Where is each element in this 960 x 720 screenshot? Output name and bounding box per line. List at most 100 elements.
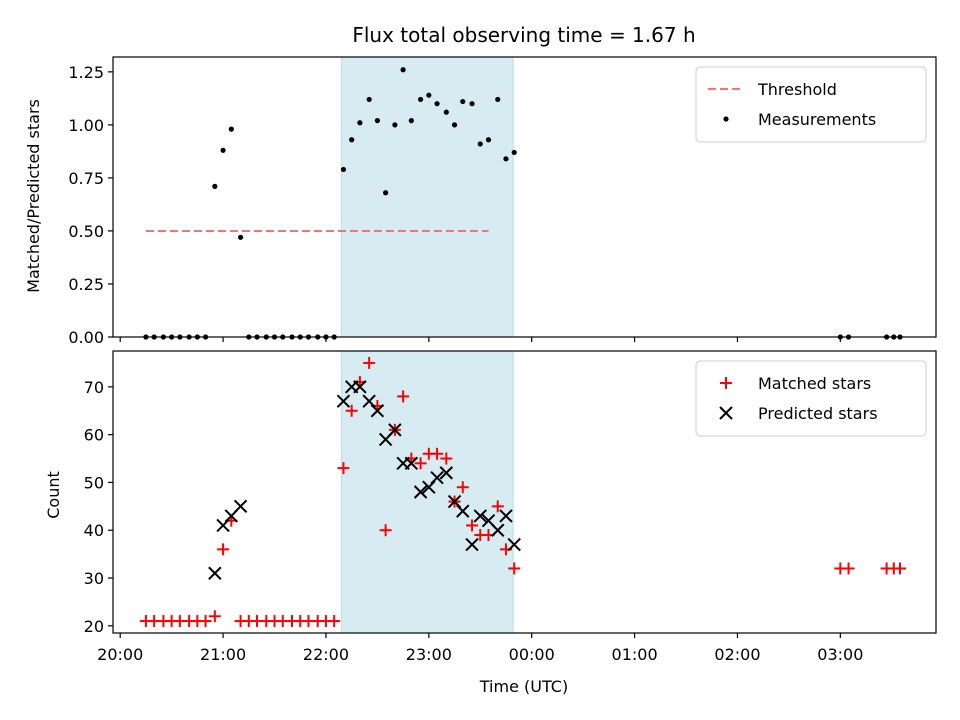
x-tick-label: 21:00 <box>200 645 246 664</box>
legend-measurement-swatch <box>723 116 729 122</box>
x-tick-label: 23:00 <box>406 645 452 664</box>
predicted-star-point <box>208 566 222 580</box>
predicted-star-point <box>413 485 428 499</box>
matched-star-point <box>466 519 479 532</box>
predicted-star-point <box>465 537 479 552</box>
predicted-star-point <box>507 537 521 552</box>
measurement-point <box>469 101 475 107</box>
predicted-star-point <box>370 404 385 418</box>
top-y-axis-label: Matched/Predicted stars <box>24 99 43 293</box>
measurement-point <box>417 96 424 103</box>
matched-star-point <box>328 615 341 628</box>
measurement-point <box>477 141 483 147</box>
bottom-y-tick-label: 70 <box>84 378 104 397</box>
measurement-point <box>340 166 347 173</box>
matched-star-point <box>363 356 376 369</box>
top-y-tick-label: 0.25 <box>68 275 104 294</box>
x-tick-label: 02:00 <box>714 645 760 664</box>
predicted-star-point <box>336 394 351 408</box>
matched-star-point <box>491 500 504 513</box>
measurement-point <box>212 183 218 189</box>
matched-star-point <box>397 390 410 403</box>
legend-label: Measurements <box>758 110 876 129</box>
measurement-point <box>511 149 517 156</box>
measurement-point <box>237 234 244 240</box>
top-y-tick-label: 0.75 <box>68 169 104 188</box>
legend-label: Predicted stars <box>758 404 878 423</box>
bottom-y-tick-label: 60 <box>84 426 104 445</box>
predicted-star-point <box>473 509 487 523</box>
legend-label: Matched stars <box>758 374 871 393</box>
top-y-tick-label: 1.25 <box>68 63 104 82</box>
predicted-star-point <box>388 423 402 437</box>
predicted-star-point <box>430 470 444 485</box>
x-tick-label: 22:00 <box>303 645 349 664</box>
matched-star-point <box>440 452 453 465</box>
predicted-star-point <box>491 523 505 537</box>
chart-title: Flux total observing time = 1.67 h <box>352 23 695 47</box>
matched-star-point <box>337 462 350 475</box>
measurement-point <box>503 156 509 162</box>
matched-star-point <box>456 481 469 494</box>
top-panel: 0.00 0.25 0.50 0.75 1.00 1.25 Threshold Measure… <box>68 56 937 347</box>
measurement-point <box>357 120 363 126</box>
measurement-point <box>392 122 398 128</box>
plot-layer: 0.00 0.25 0.50 0.75 1.00 1.25 Threshold Measure… <box>68 56 937 664</box>
matched-star-point <box>217 543 230 556</box>
measurement-point <box>349 137 355 143</box>
matched-star-point <box>842 562 855 575</box>
x-tick-label: 03:00 <box>817 645 863 664</box>
measurement-point <box>495 96 501 103</box>
predicted-star-point <box>353 380 367 394</box>
measurement-point <box>460 98 466 105</box>
matched-star-point <box>199 615 212 628</box>
measurement-point <box>451 122 458 128</box>
top-y-tick-label: 0.50 <box>68 222 104 241</box>
measurement-point <box>220 147 226 153</box>
matched-star-point <box>431 447 444 460</box>
bottom-panel: 20 30 40 50 60 70 Matched stars Predicted stars <box>84 350 937 638</box>
bottom-y-tick-label: 40 <box>84 521 104 540</box>
predicted-star-point <box>404 456 419 471</box>
predicted-star-point <box>233 499 248 514</box>
legend-matched-swatch <box>720 377 732 389</box>
matched-star-point <box>379 524 392 537</box>
x-tick-label: 01:00 <box>612 645 658 664</box>
matched-star-point <box>414 457 427 470</box>
top-observing-window <box>340 56 514 338</box>
top-legend: Threshold Measurements <box>695 66 927 143</box>
x-tick-label: 20:00 <box>97 645 143 664</box>
measurement-point <box>228 126 234 132</box>
measurement-point <box>434 101 440 107</box>
bottom-y-tick-label: 20 <box>84 617 104 636</box>
measurement-point <box>383 190 389 196</box>
legend-label: Threshold <box>757 80 837 99</box>
top-y-tick-label: 1.00 <box>68 116 104 135</box>
top-axes-frame <box>112 56 937 338</box>
measurement-point <box>400 67 406 73</box>
x-tick-label: 00:00 <box>509 645 555 664</box>
legend-predicted-swatch <box>719 406 733 420</box>
legend-box <box>695 66 927 143</box>
bottom-axes-frame <box>112 350 937 634</box>
bottom-legend: Matched stars Predicted stars <box>695 360 927 437</box>
measurement-point <box>443 109 449 115</box>
top-y-tick-label: 0.00 <box>68 328 104 347</box>
legend-box <box>695 360 927 437</box>
matched-star-point <box>508 562 521 575</box>
measurement-point <box>426 92 432 98</box>
bottom-observing-window <box>340 350 514 634</box>
measurement-point <box>485 137 492 143</box>
bottom-y-tick-label: 50 <box>84 473 104 492</box>
predicted-star-point <box>499 509 513 523</box>
measurement-point <box>408 118 414 124</box>
predicted-star-point <box>439 466 454 480</box>
measurement-point <box>366 96 372 103</box>
bottom-y-axis-label: Count <box>44 471 63 519</box>
predicted-star-point <box>456 504 470 518</box>
x-axis-label: Time (UTC) <box>479 677 568 696</box>
matched-star-point <box>893 562 906 575</box>
measurement-point <box>374 118 380 124</box>
bottom-y-tick-label: 30 <box>84 569 104 588</box>
